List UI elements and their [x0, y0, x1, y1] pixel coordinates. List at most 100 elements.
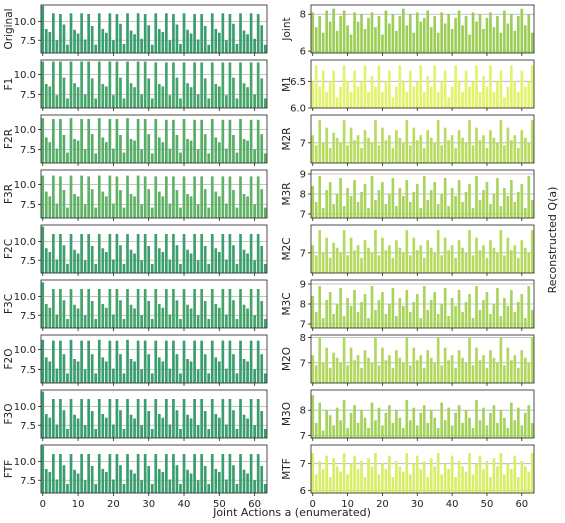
bar	[496, 422, 499, 438]
bar	[503, 255, 506, 273]
bar	[87, 119, 91, 163]
bar	[161, 417, 165, 438]
bar	[506, 127, 510, 163]
bar	[464, 252, 468, 273]
bar	[506, 237, 510, 273]
bar	[154, 234, 158, 273]
bar	[150, 264, 154, 273]
bar	[395, 206, 398, 218]
bar	[150, 153, 154, 163]
bar	[203, 466, 207, 493]
bar	[530, 337, 534, 383]
bar	[112, 368, 115, 383]
bar	[69, 13, 73, 53]
bar	[260, 134, 264, 163]
bar	[168, 479, 172, 493]
panel-ylabel: M3C	[281, 292, 293, 315]
bar	[115, 176, 119, 218]
bar	[506, 427, 510, 438]
bar	[464, 142, 468, 163]
bar	[263, 98, 267, 108]
bar	[260, 466, 264, 493]
bar	[246, 140, 249, 163]
bar	[66, 207, 69, 218]
bar	[419, 208, 423, 218]
bar	[360, 192, 363, 218]
bar	[496, 178, 499, 218]
bar	[447, 360, 450, 383]
bar	[104, 472, 108, 493]
bar	[332, 352, 335, 383]
bar	[527, 14, 531, 53]
bar	[73, 469, 76, 493]
bar	[200, 119, 204, 163]
panel-ylabel: F3R	[3, 184, 15, 204]
bar	[104, 252, 108, 273]
bar	[318, 120, 322, 163]
bar	[115, 119, 119, 163]
bar	[360, 147, 363, 163]
bar	[408, 70, 412, 108]
bar	[325, 347, 329, 383]
bar	[499, 410, 503, 438]
bar	[496, 362, 499, 383]
bar	[207, 44, 211, 53]
y-tick-label: 10.0	[14, 70, 36, 81]
bar	[150, 98, 154, 108]
bar	[66, 152, 69, 163]
bar	[419, 355, 423, 383]
bar	[482, 355, 485, 383]
bar	[104, 32, 108, 53]
bar	[513, 355, 517, 383]
bar	[328, 367, 332, 383]
bar	[328, 477, 332, 493]
bar	[429, 410, 433, 438]
bar	[510, 65, 513, 108]
bar	[457, 10, 461, 54]
bar	[513, 420, 517, 438]
bar	[73, 194, 76, 218]
bar	[419, 135, 423, 163]
bar	[186, 304, 189, 328]
bar	[150, 484, 154, 493]
bar	[62, 465, 66, 493]
bar	[193, 340, 196, 383]
bar	[80, 13, 83, 53]
bar	[108, 340, 112, 383]
bar	[122, 44, 126, 53]
bar	[115, 399, 119, 438]
bar	[489, 204, 492, 218]
bar	[492, 92, 496, 108]
y-tick-label: 6	[300, 486, 306, 497]
bar	[388, 355, 391, 383]
bar	[129, 304, 133, 328]
bar	[161, 472, 165, 493]
bar	[129, 83, 133, 108]
x-tick-label: 60	[248, 499, 261, 510]
bar	[356, 422, 360, 438]
bar	[422, 176, 426, 218]
bar	[228, 119, 232, 163]
bar	[217, 86, 221, 108]
bar	[59, 176, 62, 218]
bar	[207, 373, 211, 383]
bar	[242, 139, 246, 163]
bar	[217, 472, 221, 493]
bar	[119, 465, 122, 493]
bar	[398, 16, 402, 53]
bar	[80, 175, 83, 218]
bar	[461, 422, 464, 438]
bar	[207, 429, 211, 438]
bar	[496, 142, 499, 163]
bar	[492, 137, 496, 163]
bar	[69, 234, 73, 273]
bar	[436, 32, 440, 53]
bar	[520, 240, 524, 273]
bar	[179, 207, 182, 218]
bar	[76, 33, 80, 53]
bar	[217, 142, 221, 163]
bar	[122, 264, 126, 273]
bar	[41, 118, 45, 163]
bar	[189, 473, 193, 493]
bar	[101, 469, 105, 493]
